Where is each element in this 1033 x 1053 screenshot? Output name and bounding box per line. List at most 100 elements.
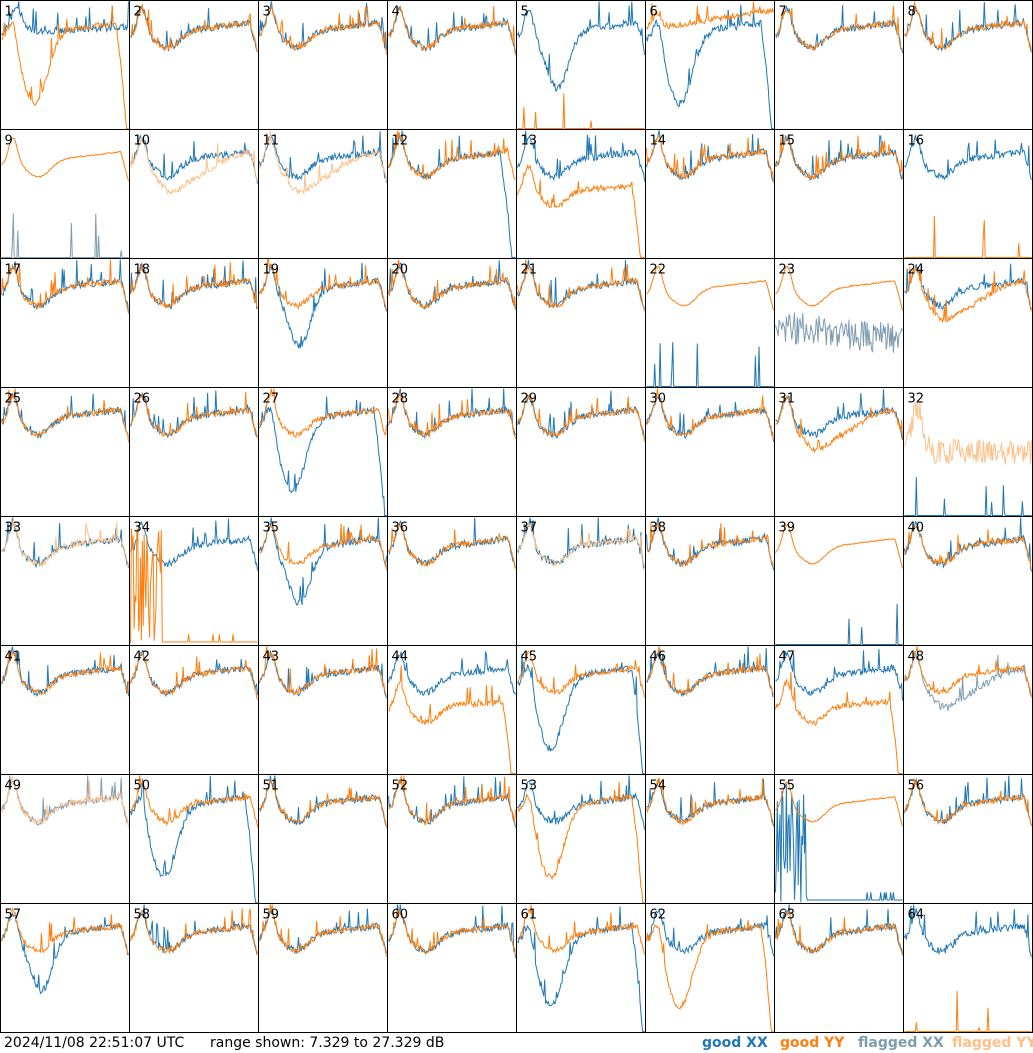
panel-17: 17 (0, 258, 130, 388)
series-yy-line (646, 1, 774, 30)
series-xx-line (259, 262, 387, 349)
series-xx-line (517, 906, 645, 1032)
series-xx-line (904, 904, 1032, 957)
panel-label: 31 (779, 392, 796, 407)
series-yy-line (775, 524, 903, 569)
series-yy-line (775, 909, 903, 956)
panel-label: 20 (392, 263, 409, 278)
series-yy-line (259, 646, 387, 697)
panel-label: 36 (392, 521, 409, 536)
series-xx-line (646, 4, 774, 129)
series-yy-line (388, 130, 516, 181)
panel-label: 47 (779, 650, 796, 665)
panel-frame (645, 129, 775, 259)
panel-label: 19 (263, 263, 280, 278)
panel-64: 64 (903, 903, 1033, 1033)
panel-label: 49 (5, 779, 22, 794)
panel-label: 38 (650, 521, 667, 536)
panel-frame (774, 516, 904, 646)
panel-label: 39 (779, 521, 796, 536)
panel-21: 21 (516, 258, 646, 388)
panel-frame (258, 387, 388, 517)
panel-label: 21 (521, 263, 538, 278)
series-yy-line (517, 393, 645, 442)
panel-label: 24 (908, 263, 925, 278)
panel-label: 12 (392, 134, 409, 149)
panel-label: 6 (650, 5, 658, 20)
panel-8: 8 (903, 0, 1033, 130)
series-xx-line (775, 134, 903, 181)
series-yy-line (1, 388, 129, 443)
series-yy-line (1, 776, 129, 828)
panel-frame (387, 387, 517, 517)
panel-label: 55 (779, 779, 796, 794)
panel-frame (258, 774, 388, 904)
panel-frame (516, 645, 646, 775)
panel-frame (516, 0, 646, 130)
panel-label: 57 (5, 908, 22, 923)
panel-18: 18 (129, 258, 259, 388)
series-yy-line (517, 523, 645, 569)
panel-14: 14 (645, 129, 775, 259)
series-xx-line (130, 904, 258, 954)
panel-45: 45 (516, 645, 646, 775)
series-yy-line (259, 779, 387, 828)
series-yy-line (130, 907, 258, 956)
series-xx-line (1, 911, 129, 995)
panel-label: 54 (650, 779, 667, 794)
panel-label: 56 (908, 779, 925, 794)
panel-frame (387, 903, 517, 1033)
panel-frame (645, 387, 775, 517)
series-xx-line (259, 131, 387, 183)
series-yy-line (904, 402, 1032, 465)
panel-label: 43 (263, 650, 280, 665)
series-yy-line (1, 650, 129, 696)
range-label: range shown: 7.329 to 27.329 dB (210, 1035, 445, 1051)
series-yy-line (775, 5, 903, 52)
legend-flagged-yy: flagged YY (952, 1035, 1033, 1051)
panel-20: 20 (387, 258, 517, 388)
panel-label: 11 (263, 134, 280, 149)
panel-label: 10 (134, 134, 151, 149)
series-yy-line (130, 262, 258, 309)
panel-25: 25 (0, 387, 130, 517)
panel-30: 30 (645, 387, 775, 517)
panel-frame (0, 516, 130, 646)
series-xx-line (646, 778, 774, 827)
series-xx-line (517, 1, 645, 92)
panel-label: 53 (521, 779, 538, 794)
series-xx-line (130, 518, 258, 571)
panel-34: 34 (129, 516, 259, 646)
panel-label: 15 (779, 134, 796, 149)
panel-51: 51 (258, 774, 388, 904)
panel-9: 9 (0, 129, 130, 259)
series-yy-line (130, 775, 258, 828)
panel-frame (387, 0, 517, 130)
panel-label: 30 (650, 392, 667, 407)
panel-frame (0, 774, 130, 904)
panel-label: 58 (134, 908, 151, 923)
panel-frame (645, 516, 775, 646)
series-xx-line (388, 130, 516, 258)
series-xx-line (517, 130, 645, 182)
series-yy-line (1, 517, 129, 568)
panel-label: 32 (908, 392, 925, 407)
panel-frame (903, 774, 1033, 904)
series-yy-line (904, 1, 1032, 53)
panel-frame (387, 258, 517, 388)
panel-42: 42 (129, 645, 259, 775)
panel-52: 52 (387, 774, 517, 904)
panel-label: 50 (134, 779, 151, 794)
series-xx-line (775, 783, 903, 903)
series-yy-line (904, 266, 1032, 323)
panel-label: 14 (650, 134, 667, 149)
panel-label: 44 (392, 650, 409, 665)
series-xx-line (775, 603, 903, 645)
series-yy-line (646, 646, 774, 697)
panel-frame (645, 774, 775, 904)
panel-frame (129, 903, 259, 1033)
series-yy-line (388, 391, 516, 439)
panel-50: 50 (129, 774, 259, 904)
panel-23: 23 (774, 258, 904, 388)
